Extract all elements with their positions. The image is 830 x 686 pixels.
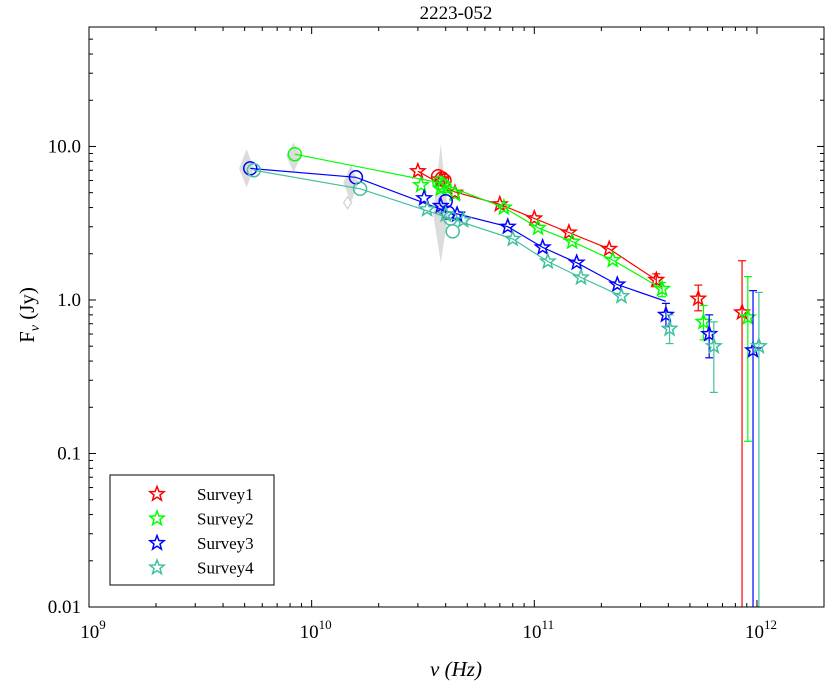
star-point xyxy=(656,305,676,323)
legend-label: Survey3 xyxy=(197,534,254,553)
star-point xyxy=(408,161,427,180)
x-tick-label-exp: 11 xyxy=(542,617,555,632)
series-survey4 xyxy=(246,162,768,607)
x-tick-label-base: 10 xyxy=(80,622,99,643)
star-point xyxy=(528,218,548,236)
star-point xyxy=(704,336,724,355)
star-point xyxy=(454,210,473,229)
gray-error-marker xyxy=(239,149,255,188)
star-point xyxy=(571,267,591,286)
x-tick-label: 109 xyxy=(80,617,106,643)
star-point xyxy=(436,204,455,223)
x-tick-label-exp: 10 xyxy=(319,617,332,632)
legend-box xyxy=(109,474,275,586)
star-point xyxy=(689,289,708,307)
chart-title: 2223-052 xyxy=(420,3,493,24)
x-tick-label-base: 10 xyxy=(745,622,764,643)
star-point xyxy=(652,279,672,297)
fit-line xyxy=(253,169,622,297)
legend-star-icon xyxy=(147,484,167,502)
x-tick-label-exp: 12 xyxy=(764,617,777,632)
star-point xyxy=(660,319,679,337)
y-axis-label-main: F xyxy=(15,331,39,343)
star-point xyxy=(411,175,431,193)
series-layer xyxy=(243,146,768,607)
y-tick-label: 0.01 xyxy=(48,597,81,618)
fit-line xyxy=(250,167,667,302)
legend-star-icon xyxy=(147,508,167,527)
star-point xyxy=(498,217,517,235)
x-tick-label: 1012 xyxy=(745,617,777,643)
circle-point xyxy=(287,146,303,162)
star-point xyxy=(503,229,522,247)
star-point xyxy=(533,237,552,256)
circle-point xyxy=(246,162,262,178)
star-point xyxy=(414,188,434,207)
fit-line xyxy=(417,170,657,281)
y-axis-label: Fν (Jy) xyxy=(15,287,43,343)
y-axis-label-sub: ν xyxy=(28,324,43,331)
circle-point xyxy=(445,224,460,239)
legend-label: Survey1 xyxy=(197,485,254,504)
star-point xyxy=(417,199,437,218)
legend-entry-survey3: Survey3 xyxy=(147,533,254,553)
gray-error-marker xyxy=(433,143,449,263)
legend-entry-survey2: Survey2 xyxy=(147,508,254,529)
star-point xyxy=(612,286,631,304)
star-point xyxy=(647,270,666,288)
star-point xyxy=(538,251,558,270)
x-tick-label-base: 10 xyxy=(523,622,542,643)
star-point xyxy=(600,239,619,257)
x-tick-label: 1011 xyxy=(523,617,555,643)
x-axis-label: ν (Hz) xyxy=(430,657,482,681)
gray-diamond-marker xyxy=(342,195,353,210)
legend-entry-survey4: Survey4 xyxy=(147,557,254,578)
star-point xyxy=(494,197,514,216)
y-tick-label: 10.0 xyxy=(48,136,81,157)
legend: Survey1 Survey2 Survey3 Survey4 xyxy=(109,474,275,586)
legend-entry-survey1: Survey1 xyxy=(147,484,254,504)
star-point xyxy=(431,179,450,197)
star-point xyxy=(699,324,719,342)
star-point xyxy=(445,184,465,202)
star-point xyxy=(608,274,627,293)
legend-label: Survey4 xyxy=(197,559,254,578)
legend-label: Survey2 xyxy=(197,510,254,529)
star-point xyxy=(559,222,579,241)
y-axis-label-unit: (Jy) xyxy=(15,287,39,325)
star-point xyxy=(603,250,622,268)
star-point xyxy=(567,253,586,271)
y-tick-label: 0.1 xyxy=(57,443,81,464)
axes-box xyxy=(88,26,825,608)
x-tick-label: 1010 xyxy=(300,617,332,643)
y-tick-label: 1.0 xyxy=(57,290,81,311)
star-point xyxy=(431,196,450,214)
legend-star-icon xyxy=(147,557,167,576)
star-point xyxy=(563,231,582,250)
star-point xyxy=(749,336,768,355)
x-tick-label-base: 10 xyxy=(300,622,319,643)
star-point xyxy=(525,208,544,227)
circle-point xyxy=(352,181,368,197)
legend-star-icon xyxy=(147,533,167,551)
gray-error-marker xyxy=(343,164,359,203)
x-tick-label-exp: 9 xyxy=(99,617,106,632)
